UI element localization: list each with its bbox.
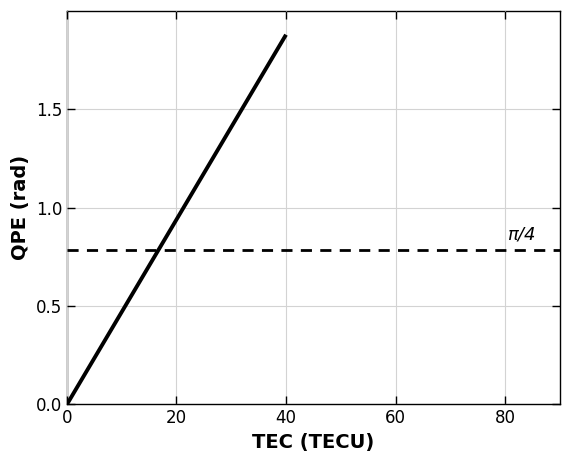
X-axis label: TEC (TECU): TEC (TECU) <box>252 433 375 452</box>
Text: π/4: π/4 <box>507 225 536 243</box>
Y-axis label: QPE (rad): QPE (rad) <box>11 155 30 260</box>
